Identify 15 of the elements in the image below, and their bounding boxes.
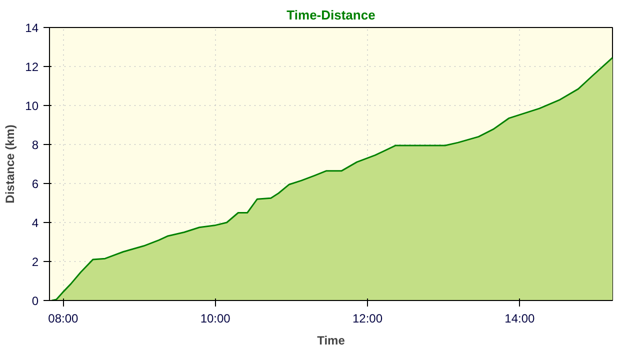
x-tick-label: 12:00 <box>352 312 383 326</box>
x-tick-label: 10:00 <box>200 312 231 326</box>
y-tick-label: 10 <box>25 99 39 113</box>
x-tick-label: 08:00 <box>48 312 79 326</box>
y-tick-label: 14 <box>25 21 39 35</box>
x-tick-label: 14:00 <box>504 312 536 326</box>
y-tick-label: 0 <box>32 294 39 308</box>
chart-title: Time-Distance <box>286 8 376 22</box>
y-tick-label: 4 <box>32 216 39 230</box>
x-axis-title: Time <box>317 334 346 348</box>
y-tick-label: 2 <box>32 255 39 269</box>
y-tick-label: 8 <box>32 138 39 152</box>
y-tick-label: 6 <box>32 177 39 191</box>
y-tick-label: 12 <box>25 60 39 74</box>
y-axis-title: Distance (km) <box>3 124 18 204</box>
